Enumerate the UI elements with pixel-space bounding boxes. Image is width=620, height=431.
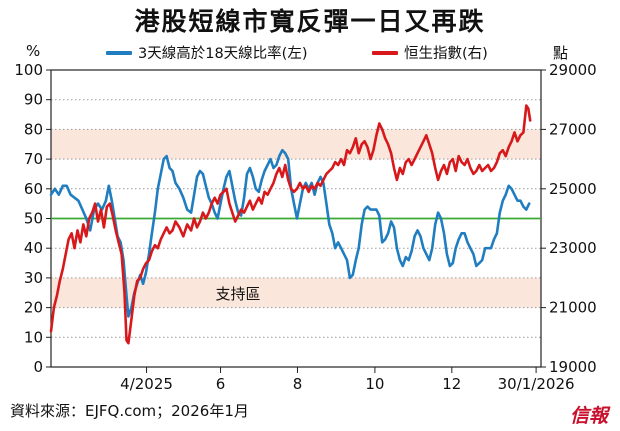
right-tick-label-27000: 27000 [549, 120, 597, 138]
x-tick-label-2: 8 [293, 375, 303, 393]
left-tick-label-70: 70 [24, 150, 43, 168]
x-tick-label-0: 4/2025 [120, 375, 173, 393]
left-tick-label-40: 40 [24, 239, 43, 257]
right-tick-label-29000: 29000 [549, 61, 597, 79]
right-tick-label-23000: 23000 [549, 239, 597, 257]
chart-title: 港股短線市寬反彈一日又再跌 [134, 7, 486, 36]
legend-swatch-breadth [106, 50, 132, 55]
left-tick-label-20: 20 [24, 299, 43, 317]
left-tick-label-90: 90 [24, 91, 43, 109]
series-line-hsi [49, 104, 532, 345]
x-tick-label-4: 12 [442, 375, 461, 393]
x-tick-label-3: 10 [365, 375, 384, 393]
left-axis-unit: % [26, 42, 41, 60]
support-zone-label: 支持區 [215, 285, 260, 303]
source-note: 資料來源：EJFQ.com；2026年1月 [10, 402, 249, 420]
right-axis-unit: 點 [553, 44, 569, 62]
legend-label-breadth: 3天線高於18天線比率(左) [138, 46, 308, 62]
right-tick-label-25000: 25000 [549, 180, 597, 198]
left-tick-label-100: 100 [14, 61, 43, 79]
shaded-band-0 [51, 129, 541, 160]
left-tick-label-0: 0 [33, 358, 43, 376]
legend-swatch-hsi [372, 50, 398, 55]
right-tick-label-19000: 19000 [549, 358, 597, 376]
legend-item-breadth: 3天線高於18天線比率(左) [106, 42, 308, 63]
legend-label-hsi: 恒生指數(右) [404, 46, 488, 62]
left-tick-label-10: 10 [24, 328, 43, 346]
left-tick-label-60: 60 [24, 180, 43, 198]
right-tick-label-21000: 21000 [549, 299, 597, 317]
left-tick-label-50: 50 [24, 210, 43, 228]
left-tick-label-80: 80 [24, 120, 43, 138]
brand-logo: 信報 [569, 405, 608, 427]
left-tick-label-30: 30 [24, 269, 43, 287]
legend: 3天線高於18天線比率(左) 恒生指數(右) [0, 42, 620, 64]
x-tick-label-1: 6 [216, 375, 226, 393]
legend-item-hsi: 恒生指數(右) [372, 42, 488, 63]
x-tick-label-5: 30/1/2026 [498, 375, 575, 393]
